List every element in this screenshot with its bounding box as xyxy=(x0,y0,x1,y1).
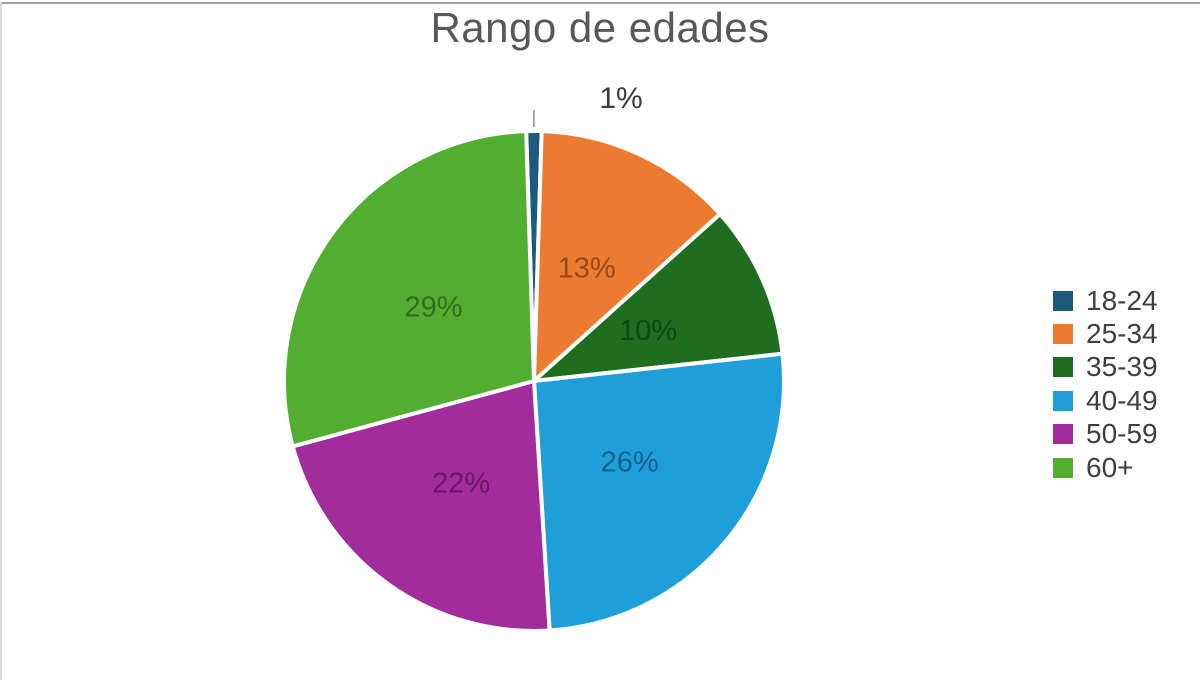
legend-swatch-icon xyxy=(1053,290,1073,311)
slice-label-18-24: 1% xyxy=(599,82,642,115)
pie-slice-50-59 xyxy=(290,378,552,633)
slice-label-25-34: 13% xyxy=(558,253,616,285)
legend-label: 40-49 xyxy=(1086,384,1158,416)
pie-slice-60+ xyxy=(282,129,537,449)
legend-item-40-49: 40-49 xyxy=(1053,384,1158,417)
legend-item-60plus: 60+ xyxy=(1053,451,1158,484)
chart-legend: 18-24 25-34 35-39 40-49 50-59 60+ xyxy=(1053,284,1158,484)
legend-label: 18-24 xyxy=(1086,284,1158,316)
legend-swatch-icon xyxy=(1053,357,1073,378)
legend-label: 50-59 xyxy=(1086,418,1158,450)
slice-label-35-39: 10% xyxy=(619,315,677,347)
legend-label: 25-34 xyxy=(1086,318,1158,350)
window-border-top xyxy=(0,2,1200,4)
pie-slice-35-39 xyxy=(528,211,785,384)
legend-item-18-24: 18-24 xyxy=(1053,284,1158,317)
legend-swatch-icon xyxy=(1053,390,1073,411)
legend-swatch-icon xyxy=(1053,457,1073,478)
slice-label-50-59: 22% xyxy=(432,468,490,500)
legend-swatch-icon xyxy=(1053,324,1073,345)
legend-item-50-59: 50-59 xyxy=(1053,418,1158,451)
legend-item-35-39: 35-39 xyxy=(1053,351,1158,384)
chart-title: Rango de edades xyxy=(430,4,770,51)
pie-slice-40-49 xyxy=(531,351,786,633)
window-border-left xyxy=(0,2,2,680)
legend-item-25-34: 25-34 xyxy=(1053,317,1158,350)
slice-label-60+: 29% xyxy=(405,292,463,324)
legend-label: 35-39 xyxy=(1086,351,1158,383)
legend-swatch-icon xyxy=(1053,424,1073,445)
pie-slice-25-34 xyxy=(531,129,723,386)
slice-label-40-49: 26% xyxy=(601,446,659,478)
legend-label: 60+ xyxy=(1086,451,1134,483)
